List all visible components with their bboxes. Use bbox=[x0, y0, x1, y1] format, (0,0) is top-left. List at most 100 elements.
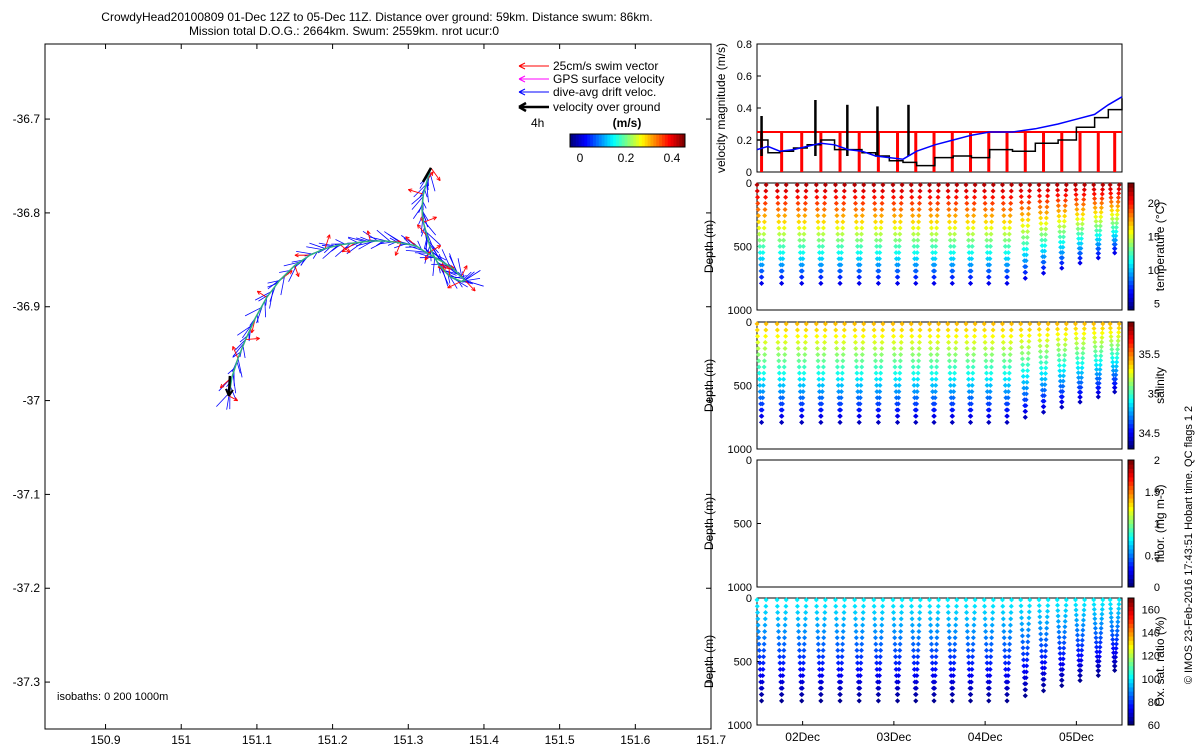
profile-point bbox=[878, 364, 884, 370]
profile-point bbox=[857, 407, 863, 413]
profile-point bbox=[800, 256, 806, 262]
profile-point bbox=[755, 200, 761, 206]
profile-point bbox=[836, 389, 842, 395]
profile-ytick-label: 0 bbox=[746, 593, 752, 605]
profile-point bbox=[803, 603, 809, 609]
profile-point bbox=[837, 419, 843, 425]
profile-point bbox=[835, 647, 841, 653]
profile-point bbox=[840, 622, 846, 628]
profile-point bbox=[763, 182, 769, 188]
profile-point bbox=[776, 641, 782, 647]
profile-point bbox=[909, 194, 915, 200]
profile-point bbox=[840, 346, 846, 352]
colorbar-segment bbox=[1128, 614, 1134, 620]
profile-point bbox=[1001, 364, 1007, 370]
profile-ytick-label: 500 bbox=[734, 242, 752, 254]
profile-point bbox=[947, 370, 953, 376]
profile-point bbox=[1093, 353, 1099, 359]
profile-point bbox=[816, 660, 822, 666]
profile-point bbox=[795, 622, 801, 628]
profile-point bbox=[971, 200, 977, 206]
drift-arrow bbox=[296, 251, 313, 255]
profile-point bbox=[953, 333, 959, 339]
profile-point bbox=[917, 321, 923, 327]
profile-point bbox=[1091, 597, 1097, 603]
profile-point bbox=[982, 333, 988, 339]
profile-ytick-label: 500 bbox=[734, 381, 752, 393]
profile-point bbox=[1097, 649, 1103, 655]
profile-point bbox=[914, 262, 920, 268]
colorbar-segment bbox=[1128, 254, 1134, 260]
profile-point bbox=[966, 654, 972, 660]
profile-point bbox=[834, 641, 840, 647]
profile-point bbox=[1043, 642, 1049, 648]
profile-point bbox=[1098, 621, 1104, 627]
profile-point bbox=[1096, 246, 1102, 252]
profile-point bbox=[908, 597, 914, 603]
profile-point bbox=[1093, 214, 1099, 220]
profile-point bbox=[783, 610, 789, 616]
profile-point bbox=[852, 610, 858, 616]
profile-point bbox=[876, 413, 882, 419]
profile-point bbox=[1054, 326, 1060, 332]
profile-point bbox=[1113, 641, 1119, 647]
profile-point bbox=[839, 376, 845, 382]
drift-arrow bbox=[428, 240, 439, 254]
profile-point bbox=[953, 616, 959, 622]
profile-point bbox=[873, 654, 879, 660]
profile-point bbox=[1099, 196, 1105, 202]
profile-point bbox=[910, 358, 916, 364]
profile-point bbox=[1061, 645, 1067, 651]
colorbar-segment bbox=[1128, 557, 1134, 563]
profile-point bbox=[783, 603, 789, 609]
profile-point bbox=[1038, 642, 1044, 648]
profile-point bbox=[1080, 201, 1086, 207]
profile-point bbox=[898, 622, 904, 628]
profile-point bbox=[1044, 343, 1050, 349]
profile-point bbox=[1000, 339, 1006, 345]
profile-point bbox=[908, 188, 914, 194]
profile-point bbox=[852, 182, 858, 188]
profile-point bbox=[1019, 344, 1025, 350]
profile-point bbox=[909, 339, 915, 345]
profile-point bbox=[988, 237, 994, 243]
drift-arrow bbox=[422, 219, 437, 236]
profile-point bbox=[796, 225, 802, 231]
profile-point bbox=[1007, 352, 1013, 358]
profile-point bbox=[794, 597, 800, 603]
profile-point bbox=[892, 231, 898, 237]
profile-point bbox=[879, 339, 885, 345]
profile-point bbox=[1057, 234, 1063, 240]
profile-point bbox=[927, 339, 933, 345]
colorbar-tick-label: 5 bbox=[1154, 298, 1160, 310]
profile-point bbox=[1045, 326, 1051, 332]
speed-colorbar-segment bbox=[587, 134, 591, 147]
profile-point bbox=[1073, 336, 1079, 342]
profile-point bbox=[775, 610, 781, 616]
profile-point bbox=[916, 352, 922, 358]
profile-point bbox=[1061, 218, 1067, 224]
profile-point bbox=[965, 647, 971, 653]
colorbar-segment bbox=[1128, 598, 1134, 603]
profile-point bbox=[857, 685, 863, 691]
profile-point bbox=[794, 188, 800, 194]
profile-point bbox=[1023, 397, 1029, 403]
profile-point bbox=[1018, 597, 1024, 603]
profile-point bbox=[1100, 186, 1106, 192]
profile-point bbox=[1059, 404, 1065, 410]
profile-point bbox=[896, 250, 902, 256]
profile-point bbox=[946, 207, 952, 213]
copyright-note: © IMOS 23-Feb-2016 17:43:51 Hobart time.… bbox=[1183, 406, 1195, 684]
profile-point bbox=[1061, 229, 1067, 235]
profile-point bbox=[1009, 597, 1015, 603]
profile-point bbox=[796, 370, 802, 376]
profile-point bbox=[818, 698, 824, 704]
profile-point bbox=[814, 622, 820, 628]
profile-point bbox=[1024, 651, 1030, 657]
profile-point bbox=[815, 628, 821, 634]
profile-point bbox=[1055, 203, 1061, 209]
profile-point bbox=[775, 207, 781, 213]
profile-point bbox=[1098, 357, 1104, 363]
profile-point bbox=[816, 243, 822, 249]
profile-point bbox=[762, 616, 768, 622]
